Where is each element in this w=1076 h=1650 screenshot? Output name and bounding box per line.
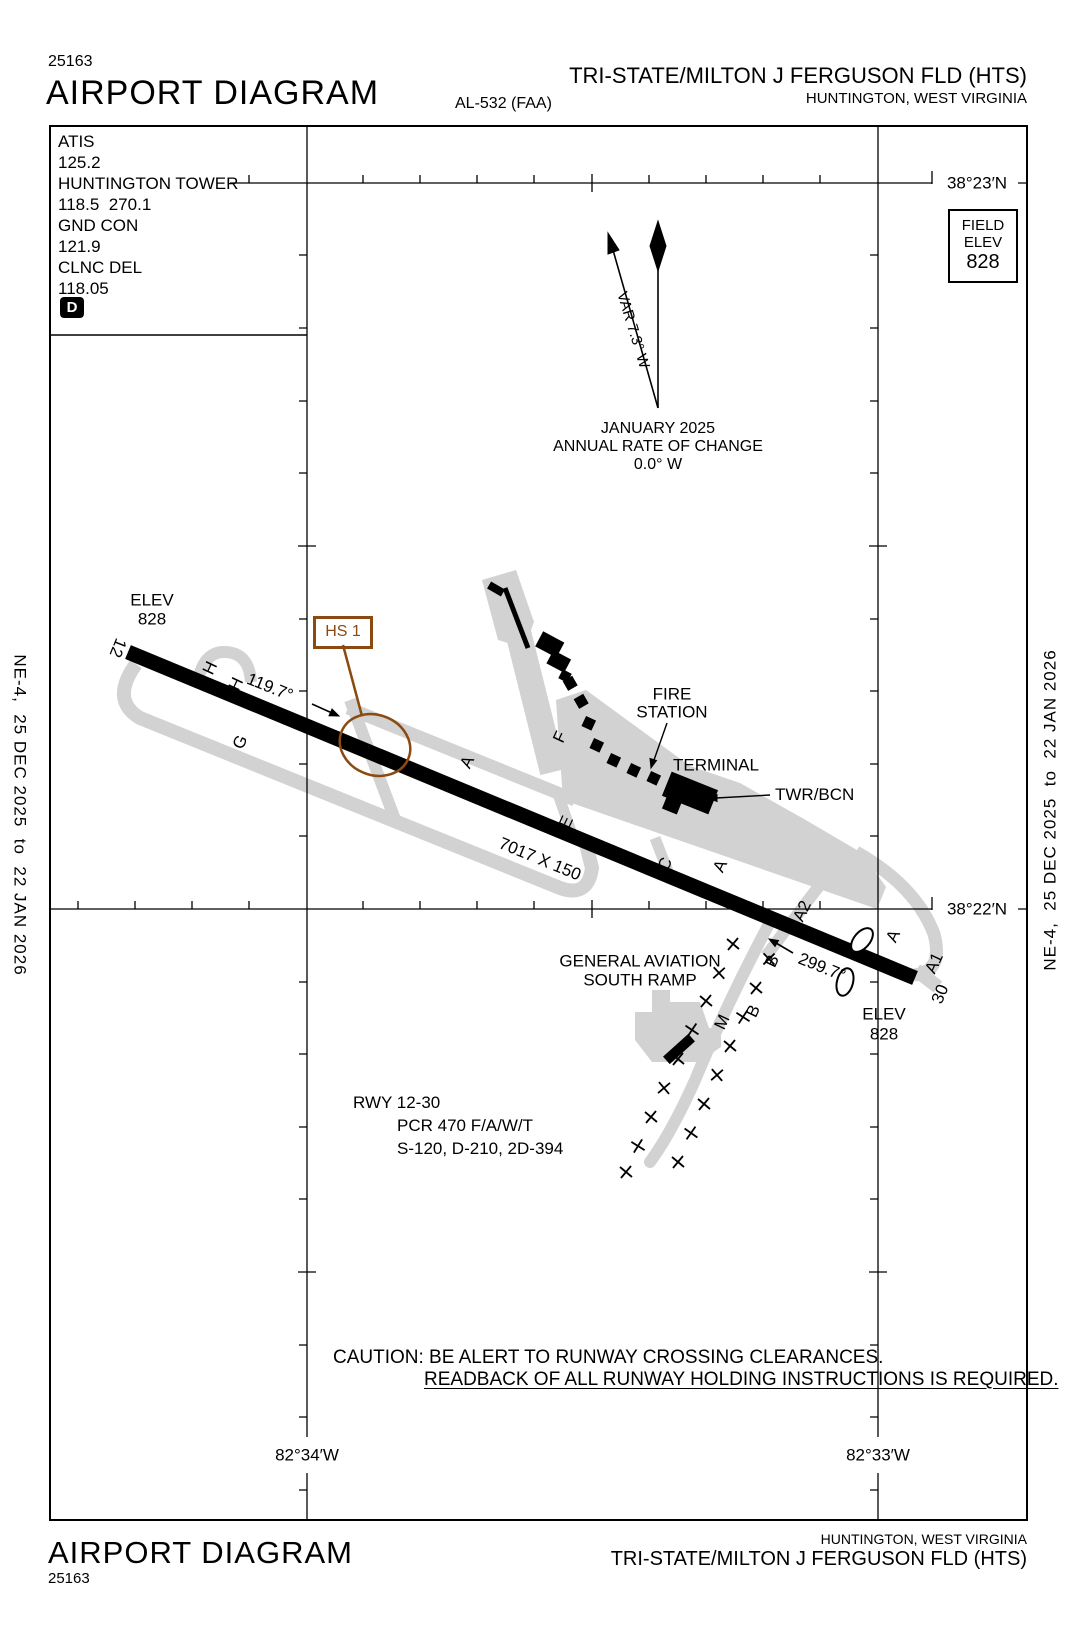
lat-south-ticks [77,900,821,918]
hotspot-hs1-graphics [338,644,412,778]
elev-nw-label: ELEV [130,590,174,610]
header-city: HUNTINGTON, WEST VIRGINIA [805,90,1027,107]
closed-taxiway-b [644,916,776,1168]
header-airport-name: TRI-STATE/MILTON J FERGUSON FLD (HTS) [569,63,1027,88]
elev-nw-value: 828 [137,609,167,629]
chart-grid [49,125,1028,1521]
footer-doc-title: AIRPORT DIAGRAM [48,1535,353,1570]
wind-indicator [835,927,874,997]
compass-arrows [607,219,667,409]
ga-ramp-label-1: GENERAL AVIATION [559,951,721,971]
atis-label: ATIS [58,132,95,151]
field-elev-box: FIELD ELEV 828 [948,209,1018,283]
rwy-info-line-3: S-120, D-210, 2D-394 [397,1139,564,1158]
runway-12-30 [125,645,918,985]
hotspot-label: HS 1 [325,623,361,640]
edge-note-right: NE-4, 25 DEC 2025 to 22 JAN 2026 [1040,649,1060,971]
header-doc-title: AIRPORT DIAGRAM [46,74,380,112]
hangar-2 [546,650,572,673]
compass-note: ANNUAL RATE OF CHANGE [553,438,763,455]
latitude-line-north [230,171,1027,184]
tower-label: HUNTINGTON TOWER [58,174,239,193]
north-ramp-pad [482,570,534,648]
compass-rate: 0.0° W [633,456,683,473]
terminal-building [661,771,719,815]
fire-station-arrow [653,722,668,761]
taxiway-network [116,608,943,1168]
gnd-label: GND CON [58,216,139,235]
caution-line-1: CAUTION: BE ALERT TO RUNWAY CROSSING CLE… [333,1347,884,1368]
magnetic-north-arrow [612,249,659,409]
building-dash-row [562,675,662,786]
runway-end-fillet [911,964,943,993]
lon-label-west: 82°34′W [275,1445,339,1465]
field-elev-l2: ELEV [963,234,1003,251]
header-chart-ref: AL-532 (FAA) [455,95,552,112]
twr-bcn-label: TWR/BCN [775,785,855,804]
south-ramp [635,990,721,1062]
taxiway-a-east-loop [852,846,943,982]
lon-west-ticks [298,254,316,1491]
ga-ramp-label-2: SOUTH RAMP [583,970,697,990]
hotspot-hs1-box: HS 1 [313,616,373,649]
taxiway-g [116,659,600,898]
heading-nw-arrow [775,942,794,954]
datalink-d-symbol: D [60,297,84,318]
clnc-freq: 118.05 [58,279,109,298]
field-elev-value: 828 [966,251,1000,273]
tower-freq: 118.5 270.1 [58,195,152,214]
lon-label-east: 82°33′W [846,1445,910,1465]
heading-se-arrow [311,703,333,714]
taxiway-h-connector [191,645,257,688]
rwy-info-line-2: PCR 470 F/A/W/T [397,1116,534,1135]
lat-label-south: 38°22′N [946,899,1008,919]
fire-station-label-1: FIRE [652,684,692,704]
elev-se-label: ELEV [862,1004,906,1024]
buildings [487,581,719,1065]
footer-city: HUNTINGTON, WEST VIRGINIA [820,1531,1027,1547]
elev-se-value: 828 [869,1024,899,1044]
hotspot-circle [338,712,412,778]
clnc-label: CLNC DEL [58,258,143,277]
atis-freq: 125.2 [58,153,101,172]
hotspot-leader-line [341,644,364,717]
edge-note-left: NE-4, 25 DEC 2025 to 22 JAN 2026 [10,654,30,976]
hangar-slash [502,587,531,649]
header-chart-number: 25163 [48,53,93,70]
magnetic-north-arrowhead [607,231,620,255]
footer-chart-number: 25163 [48,1570,90,1587]
field-elev-l1: FIELD [961,217,1005,234]
taxiway-a-parallel [345,701,578,807]
gnd-freq: 121.9 [58,237,101,256]
terminal-label: TERMINAL [673,755,759,775]
terminal-apron [556,690,886,909]
twr-bcn-arrow [715,794,771,799]
lon-east-ticks [869,254,887,1491]
fire-station-label-2: STATION [636,702,708,722]
south-ramp-building [663,1033,695,1065]
compass-date: JANUARY 2025 [600,420,716,437]
lat-north-ticks [248,174,821,192]
lat-label-north: 38°23′N [946,173,1008,193]
chart-border [49,125,1028,1521]
true-north-diamond [649,219,667,273]
annotation-arrows [311,703,794,954]
hangar-1 [535,631,565,658]
footer-airport-name: TRI-STATE/MILTON J FERGUSON FLD (HTS) [610,1548,1027,1570]
rwy-info-line-1: RWY 12-30 [353,1093,441,1112]
hangar-bar [487,581,505,597]
caution-line-2: READBACK OF ALL RUNWAY HOLDING INSTRUCTI… [424,1369,1059,1390]
latitude-line-south [50,897,1027,910]
